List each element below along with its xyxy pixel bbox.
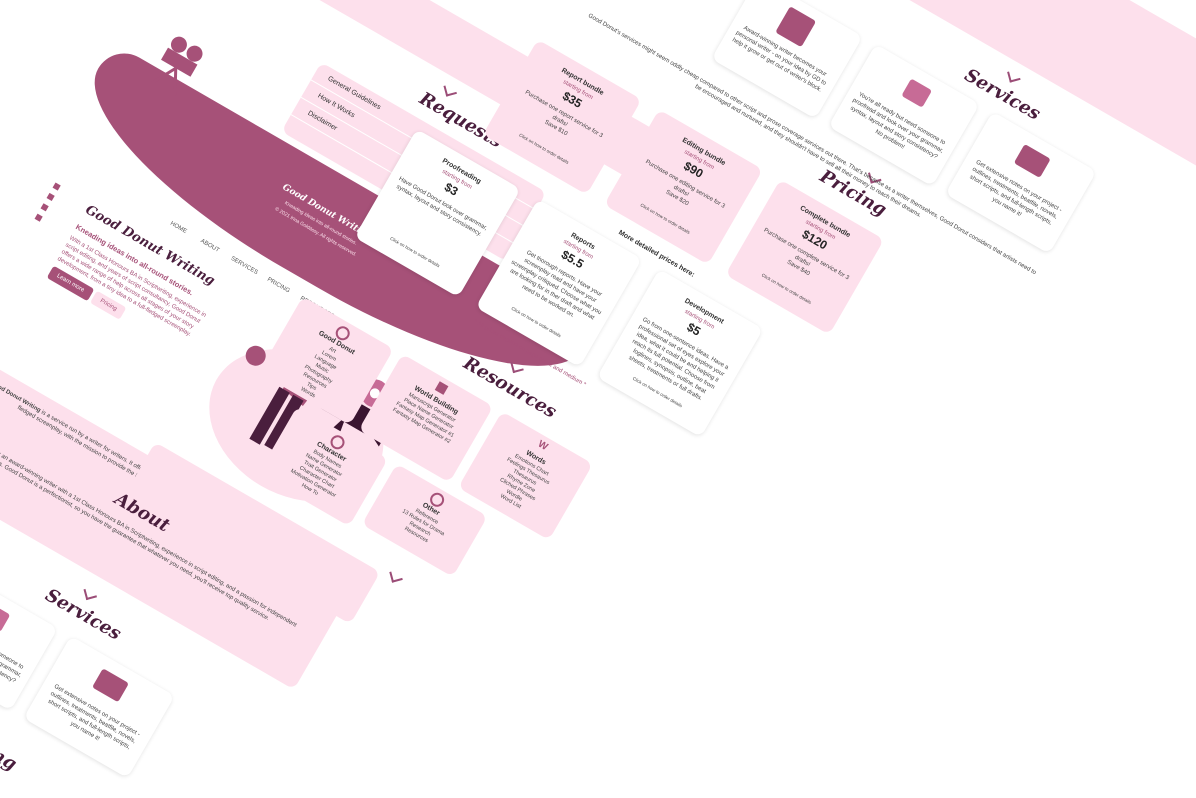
email-icon[interactable] — [34, 213, 43, 222]
nav-pricing[interactable]: PRICING — [265, 276, 291, 295]
service-proofreading-text-right: You're all ready but need someone to pro… — [849, 91, 947, 161]
service-notes-text-right: Get extensive notes on your project - ou… — [968, 159, 1063, 227]
facebook-icon[interactable] — [52, 182, 61, 191]
notes-illustration — [1013, 143, 1051, 178]
service-proofreading-text: You're all ready but need someone to pro… — [0, 616, 25, 685]
notebook-illustration — [775, 6, 817, 48]
camera-silhouette-icon — [151, 36, 203, 96]
nav-home[interactable]: HOME — [168, 220, 188, 235]
chevron-down-icon — [443, 83, 457, 97]
service-notes-text: Get extensive notes on your project - ou… — [46, 683, 141, 751]
pricing-card-development[interactable]: Development starting from $5 Go from one… — [596, 268, 764, 438]
social-icons — [34, 182, 65, 223]
nav-services[interactable]: SERVICES — [229, 255, 259, 277]
nav-about[interactable]: ABOUT — [199, 238, 221, 254]
castle-icon — [434, 381, 449, 395]
chevron-down-icon — [1007, 69, 1021, 83]
twitter-icon[interactable] — [40, 203, 49, 212]
notes-illustration — [91, 668, 129, 703]
chevron-down-icon — [83, 586, 97, 601]
pen-illustration — [0, 602, 11, 633]
pen-illustration — [901, 78, 933, 108]
instagram-icon[interactable] — [46, 192, 55, 202]
request-item-disclaimer[interactable]: Disclaimer — [306, 109, 339, 133]
